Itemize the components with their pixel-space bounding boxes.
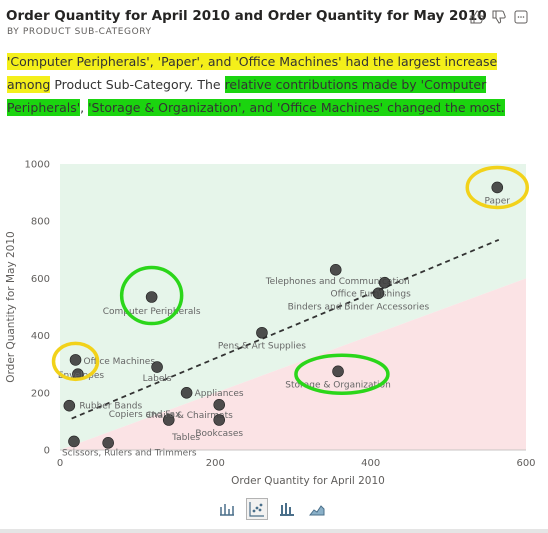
narrative-text: . The <box>189 77 225 92</box>
annotation-circle-office-machines <box>51 341 100 382</box>
area-chart-icon[interactable] <box>306 498 328 520</box>
data-point-label: Tables <box>171 433 200 443</box>
scatter-chart[interactable]: 0 200 400 600 800 1000 0 200 400 600 Order Quantit… <box>0 150 548 495</box>
thumbs-down-icon[interactable] <box>490 8 508 26</box>
data-point <box>256 326 268 339</box>
y-axis-title: Order Quantity for May 2010 <box>5 231 17 382</box>
data-point <box>151 361 163 373</box>
data-point-label: Envelopes <box>58 371 105 381</box>
y-tick-label: 400 <box>31 331 50 342</box>
y-tick-label: 800 <box>31 217 50 228</box>
data-point <box>372 287 385 300</box>
region-above <box>60 164 526 450</box>
data-point <box>180 387 193 399</box>
data-point <box>102 437 114 449</box>
x-tick-label: 600 <box>516 458 535 469</box>
data-point <box>145 291 158 303</box>
data-point <box>332 365 344 378</box>
y-tick-label: 200 <box>31 388 50 399</box>
data-point <box>491 181 504 194</box>
data-point <box>68 435 80 448</box>
data-point-label: Copiers and Fax <box>109 410 181 420</box>
data-point-label: Appliances <box>195 389 244 399</box>
y-tick-label: 1000 <box>25 160 50 171</box>
annotation-circle-storage <box>294 353 390 395</box>
data-point-label: Computer Peripherals <box>103 307 201 317</box>
data-point <box>213 399 226 411</box>
narrative-text: , <box>80 100 89 115</box>
x-tick-label: 400 <box>361 458 380 469</box>
data-point <box>63 399 76 412</box>
scatter-chart-svg: 0 200 400 600 800 1000 0 200 400 600 Order Quantit… <box>5 160 536 488</box>
data-point-label: Office Furnishings <box>331 290 412 300</box>
narrative-text: Product Sub-Category <box>54 77 190 92</box>
data-point <box>378 276 391 289</box>
data-point-label: Telephones and Communication <box>265 277 410 287</box>
region-below <box>60 278 526 450</box>
data-point-label: Office Machines <box>84 357 156 367</box>
narrative-highlight-green: 'Storage & Organization', and 'Office Ma… <box>88 99 505 116</box>
smart-narrative: 'Computer Peripherals', 'Paper', and 'Of… <box>7 50 537 119</box>
y-tick-label: 600 <box>31 274 50 285</box>
bar-chart-icon[interactable] <box>216 498 238 520</box>
annotation-circle-computer-peripherals <box>119 265 184 326</box>
chart-subtitle: BY PRODUCT SUB-CATEGORY <box>7 27 152 37</box>
data-point-label: Binders and Binder Accessories <box>288 302 430 312</box>
x-axis-title: Order Quantity for April 2010 <box>231 475 385 487</box>
data-point-label: Bookcases <box>195 429 243 439</box>
thumbs-up-icon[interactable] <box>468 8 486 26</box>
chart-title: Order Quantity for April 2010 and Order … <box>6 8 487 24</box>
bottom-divider <box>0 529 548 533</box>
scatter-chart-icon[interactable] <box>246 498 268 520</box>
column-chart-icon[interactable] <box>276 498 298 520</box>
data-point <box>162 414 175 426</box>
data-point-label: Pens & Art Supplies <box>218 342 306 352</box>
more-options-icon[interactable] <box>512 8 530 26</box>
annotation-circle-paper <box>465 165 530 210</box>
x-tick-label: 0 <box>57 458 63 469</box>
y-tick-label: 0 <box>44 446 50 457</box>
data-point-label: Storage & Organization <box>285 380 391 390</box>
x-tick-label: 200 <box>206 458 225 469</box>
data-point-label: Chairs & Chairmats <box>146 411 233 421</box>
data-point <box>69 354 82 366</box>
data-point <box>213 414 226 426</box>
data-point-label: Paper <box>485 196 511 206</box>
data-point-label: Scissors, Rulers and Trimmers <box>62 448 197 458</box>
data-point-label: Rubber Bands <box>79 402 142 412</box>
visual-type-switcher <box>216 498 328 520</box>
data-point-label: Labels <box>143 374 172 384</box>
header-actions <box>468 8 530 26</box>
data-point <box>329 264 342 276</box>
